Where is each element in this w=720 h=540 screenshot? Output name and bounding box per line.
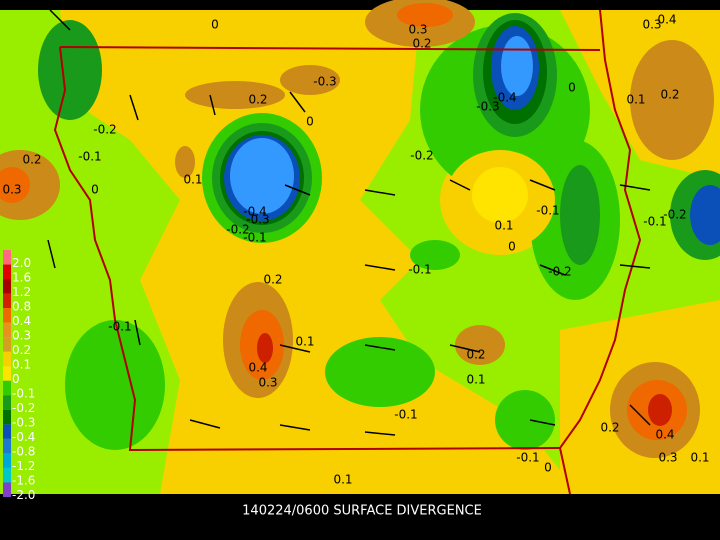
contour-label: -0.2 (410, 149, 433, 163)
contour-label: -0.2 (93, 123, 116, 137)
legend-swatch (3, 337, 11, 352)
legend-label: 0 (12, 372, 20, 386)
legend-swatch (3, 482, 11, 497)
legend-label: -0.8 (12, 445, 35, 459)
contour-label: 0.2 (412, 37, 431, 51)
contour-label: 0.2 (600, 421, 619, 435)
legend-swatch (3, 322, 11, 338)
contour-label: -0.2 (226, 223, 249, 237)
contour-label: 0.2 (660, 88, 679, 102)
legend-swatch (3, 380, 11, 396)
legend-label: 2.0 (12, 256, 31, 270)
legend-label: 0.1 (12, 357, 31, 371)
contour-label: -0.4 (243, 205, 266, 219)
legend-label: -0.4 (12, 430, 35, 444)
contour-label: 0.1 (466, 373, 485, 387)
contour-label: 0.4 (248, 361, 267, 375)
legend-swatch (3, 279, 11, 294)
legend-label: -0.2 (12, 401, 35, 415)
wind-barbs (47, 9, 651, 436)
contour-label: -0.3 (476, 100, 499, 114)
legend-label: -2.0 (12, 488, 35, 502)
legend-label: 0.8 (12, 299, 31, 313)
contour-label: 0.3 (658, 451, 677, 465)
contour-label: 0.3 (408, 23, 427, 37)
contour-label: 0.3 (258, 376, 277, 390)
contour-label: 0.3 (642, 18, 661, 32)
legend-label: -0.1 (12, 387, 35, 401)
legend-swatch (3, 395, 11, 410)
contour-label: -0.1 (243, 231, 266, 245)
contour-label: -0.1 (408, 263, 431, 277)
contour-label: 0.1 (333, 473, 352, 487)
legend-label: -1.6 (12, 474, 35, 488)
legend-label: -0.3 (12, 416, 35, 430)
contour-label: -0.1 (394, 408, 417, 422)
legend-label: -1.2 (12, 459, 35, 473)
legend-swatch (3, 264, 11, 280)
legend-swatch (3, 453, 11, 468)
legend-swatch (3, 409, 11, 425)
contour-label: -0.1 (108, 320, 131, 334)
contour-labels: 0 0.30.20.30.4-0.30.20-0.4-0.300.1 0.2-0.2… (2, 13, 709, 487)
legend-swatch (3, 366, 11, 381)
legend-label: 1.6 (12, 270, 31, 284)
contour-label: 0 (568, 81, 576, 95)
contour-label: -0.2 (663, 208, 686, 222)
contour-label: -0.3 (246, 213, 269, 227)
legend-label: 0.3 (12, 328, 31, 342)
contour-label: 0 (544, 461, 552, 475)
contour-label: -0.2 (548, 265, 571, 279)
legend-label: 1.2 (12, 285, 31, 299)
legend-swatch (3, 293, 11, 309)
legend: 2.01.61.20.80.40.30.20.10-0.1-0.2-0.3-0.… (3, 250, 35, 502)
contour-label: 0.4 (655, 428, 674, 442)
contour-label: 0.1 (626, 93, 645, 107)
contour-label: 0 (508, 240, 516, 254)
legend-swatch (3, 351, 11, 367)
contour-label: 0.1 (690, 451, 709, 465)
contour-label: 0.1 (295, 335, 314, 349)
contour-label: -0.1 (536, 204, 559, 218)
contour-label: -0.1 (643, 215, 666, 229)
contour-fill (0, 0, 720, 494)
legend-label: 0.2 (12, 343, 31, 357)
contour-label: 0.2 (22, 153, 41, 167)
contour-label: 0.2 (263, 273, 282, 287)
contour-label: 0.2 (466, 348, 485, 362)
legend-swatch (3, 438, 11, 454)
contour-label: 0.2 (248, 93, 267, 107)
legend-swatch (3, 424, 11, 439)
contour-label: 0 (306, 115, 314, 129)
contour-label: 0 (211, 18, 219, 32)
contour-label: 0.3 (2, 183, 21, 197)
legend-label: 0.4 (12, 314, 31, 328)
legend-swatch (3, 467, 11, 483)
legend-swatch (3, 250, 11, 265)
contour-label: 0.1 (183, 173, 202, 187)
contour-label: 0 (91, 183, 99, 197)
contour-label: -0.3 (313, 75, 336, 89)
contour-label: -0.4 (493, 91, 516, 105)
contour-label: 0.1 (494, 219, 513, 233)
contour-label: -0.1 (78, 150, 101, 164)
legend-swatch (3, 308, 11, 323)
caption: 140224/0600 SURFACE DIVERGENCE (242, 504, 482, 519)
state-borders (53, 9, 642, 495)
contour-label: 0.4 (657, 13, 676, 27)
contour-label: -0.1 (516, 451, 539, 465)
